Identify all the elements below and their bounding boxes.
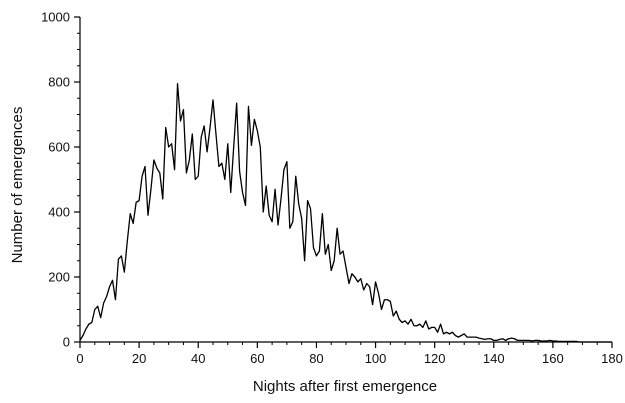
emergence-series-line bbox=[79, 82, 612, 343]
x-tick-label: 100 bbox=[365, 351, 387, 366]
y-tick-label: 400 bbox=[48, 205, 70, 220]
y-tick-label: 600 bbox=[48, 140, 70, 155]
x-tick-label: 20 bbox=[132, 351, 146, 366]
x-tick-label: 140 bbox=[483, 351, 505, 366]
x-tick-label: 60 bbox=[250, 351, 264, 366]
plot-area: 0 200 400 600 800 1000 0 20 40 60 80 100 120 140 160 1… bbox=[41, 10, 623, 367]
x-tick-label: 160 bbox=[542, 351, 564, 366]
x-axis-ticks: 0 20 40 60 80 100 120 140 160 180 bbox=[76, 342, 623, 366]
y-tick-label: 1000 bbox=[41, 10, 70, 25]
x-tick-label: 80 bbox=[309, 351, 323, 366]
y-axis-ticks: 0 200 400 600 800 1000 bbox=[41, 10, 80, 350]
y-axis-title: Number of emergences bbox=[9, 107, 26, 264]
x-tick-label: 40 bbox=[191, 351, 205, 366]
y-tick-label: 200 bbox=[48, 270, 70, 285]
y-tick-label: 0 bbox=[63, 335, 70, 350]
x-tick-label: 0 bbox=[76, 351, 83, 366]
x-tick-label: 120 bbox=[424, 351, 446, 366]
y-tick-label: 800 bbox=[48, 75, 70, 90]
x-axis-title: Nights after first emergence bbox=[253, 378, 437, 395]
x-tick-label: 180 bbox=[601, 351, 623, 366]
